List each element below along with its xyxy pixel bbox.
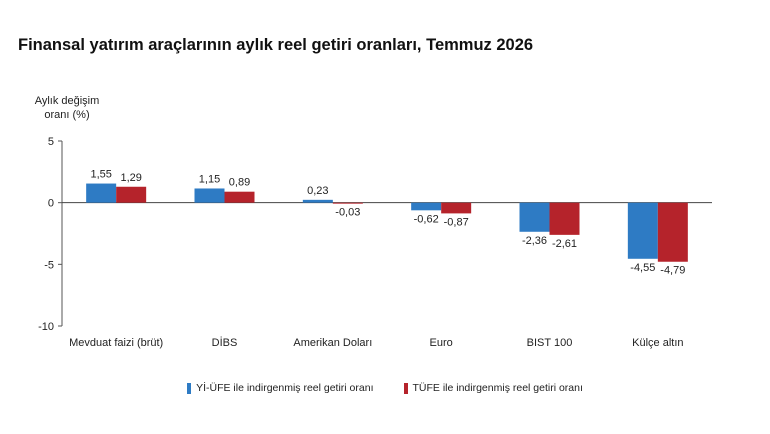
y-tick-label: 5 <box>48 136 54 148</box>
x-tick-label: BIST 100 <box>527 337 573 349</box>
x-tick-label: Euro <box>430 337 453 349</box>
legend-item-series2: TÜFE ile indirgenmiş reel getiri oranı <box>403 382 583 394</box>
data-label: 1,15 <box>199 173 220 185</box>
y-tick-label: -5 <box>44 259 54 271</box>
bar-series2 <box>657 202 688 262</box>
chart-title: Finansal yatırım araçlarının aylık reel … <box>18 36 534 54</box>
bar-series1 <box>627 202 658 259</box>
bar-series1 <box>194 188 225 203</box>
bar-series2 <box>224 191 255 203</box>
bar-series1 <box>302 199 333 203</box>
y-axis-label-line2: oranı (%) <box>44 109 90 121</box>
legend-swatch-series2 <box>403 382 408 394</box>
data-label: -2,36 <box>522 235 547 247</box>
bar-series1 <box>411 202 442 211</box>
data-label: 1,55 <box>90 169 111 181</box>
legend: Yİ-ÜFE ile indirgenmiş reel getiri oranı… <box>0 382 770 394</box>
x-tick-label: Mevduat faizi (brüt) <box>69 337 163 349</box>
data-label: -0,87 <box>444 216 469 228</box>
data-label: 0,89 <box>229 177 250 189</box>
data-label: -4,79 <box>660 265 685 277</box>
bar-series2 <box>549 202 580 235</box>
y-axis-label-line1: Aylık değişim <box>34 95 100 107</box>
legend-label-series2: TÜFE ile indirgenmiş reel getiri oranı <box>412 382 583 394</box>
bar-series2 <box>332 202 363 204</box>
bar-series1 <box>519 202 550 232</box>
legend-label-series1: Yİ-ÜFE ile indirgenmiş reel getiri oranı <box>196 382 374 394</box>
data-label: -0,03 <box>335 207 360 219</box>
legend-swatch-series1 <box>187 382 192 394</box>
y-tick-label: 0 <box>48 198 54 210</box>
data-label: 1,29 <box>120 172 141 184</box>
bar-series2 <box>441 202 472 214</box>
bar-series1 <box>86 183 117 203</box>
y-tick-label: -10 <box>38 321 54 333</box>
data-label: 0,23 <box>307 185 328 197</box>
x-tick-label: Amerikan Doları <box>293 337 372 349</box>
x-tick-label: Külçe altın <box>632 337 683 349</box>
data-label: -2,61 <box>552 238 577 250</box>
data-label: -0,62 <box>414 213 439 225</box>
x-tick-label: DİBS <box>212 336 238 349</box>
legend-item-series1: Yİ-ÜFE ile indirgenmiş reel getiri oranı <box>187 382 374 394</box>
y-axis-label: Aylık değişim oranı (%) <box>22 94 112 122</box>
data-label: -4,55 <box>630 262 655 274</box>
bar-series2 <box>116 186 147 203</box>
